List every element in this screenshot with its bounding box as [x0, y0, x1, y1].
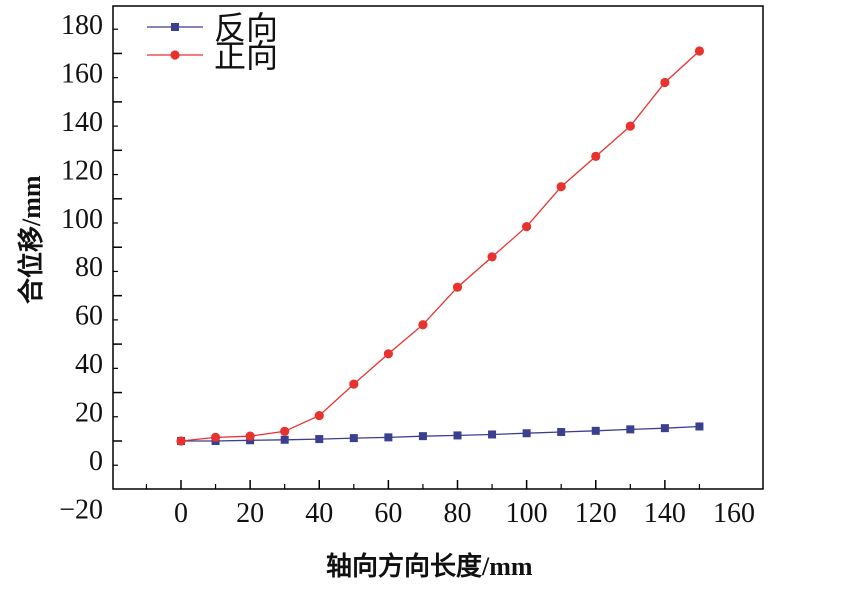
x-tick-label: 20 [236, 498, 264, 529]
data-point [625, 121, 635, 131]
x-tick-label: 100 [506, 498, 548, 529]
series-line [181, 425, 700, 442]
y-tick-label: −20 [59, 494, 103, 525]
y-tick-label: 80 [75, 252, 103, 283]
y-tick-label: 60 [75, 301, 103, 332]
series-line [180, 50, 700, 442]
x-tick-label: 160 [713, 498, 755, 529]
y-tick-label: 140 [61, 107, 103, 138]
series-layer [176, 46, 705, 446]
data-point [453, 431, 462, 440]
data-point [383, 349, 393, 359]
data-point [522, 429, 531, 438]
data-point [418, 432, 427, 441]
data-point [695, 422, 704, 431]
data-point [556, 182, 566, 192]
y-tick-label: 100 [61, 204, 103, 235]
data-point [557, 428, 566, 437]
y-axis: −20 0 20 40 60 80 100 120 140 160 180 [59, 10, 122, 525]
legend-label: 正向 [214, 37, 278, 75]
data-point [591, 426, 600, 435]
y-tick-label: 40 [75, 349, 103, 380]
data-point [418, 320, 428, 330]
data-point [210, 432, 221, 442]
x-tick-label: 140 [644, 498, 686, 529]
data-point [660, 424, 669, 433]
data-point [660, 77, 670, 88]
data-point [626, 425, 635, 434]
data-point [349, 379, 359, 389]
data-point [280, 426, 290, 436]
x-tick-label: 0 [174, 498, 188, 529]
data-point [452, 282, 463, 292]
data-point [384, 433, 393, 442]
legend-marker [171, 23, 179, 31]
data-point [487, 252, 497, 262]
y-tick-label: 0 [89, 446, 103, 477]
y-tick-label: 160 [61, 58, 103, 89]
x-tick-label: 80 [444, 498, 472, 529]
x-axis-title: 轴向方向长度/mm [326, 551, 533, 582]
data-point [488, 430, 497, 439]
data-point [591, 151, 601, 161]
x-axis: 0 20 40 60 80 100 120 140 160 [145, 480, 755, 529]
legend-label: 反向 [214, 9, 278, 47]
x-tick-label: 40 [305, 498, 333, 529]
data-point [176, 436, 186, 446]
data-point [349, 434, 358, 443]
y-tick-label: 20 [75, 398, 103, 429]
x-tick-label: 120 [575, 498, 617, 529]
legend-marker [170, 50, 180, 60]
data-point [314, 410, 324, 421]
data-point [315, 435, 324, 444]
data-point [245, 431, 255, 441]
x-tick-label: 60 [374, 498, 402, 529]
data-point [694, 46, 705, 56]
data-point [280, 435, 289, 444]
y-tick-label: 180 [61, 10, 103, 41]
y-tick-label: 120 [61, 155, 103, 186]
y-axis-title: 合位移/mm [16, 175, 47, 304]
data-point [522, 222, 532, 232]
